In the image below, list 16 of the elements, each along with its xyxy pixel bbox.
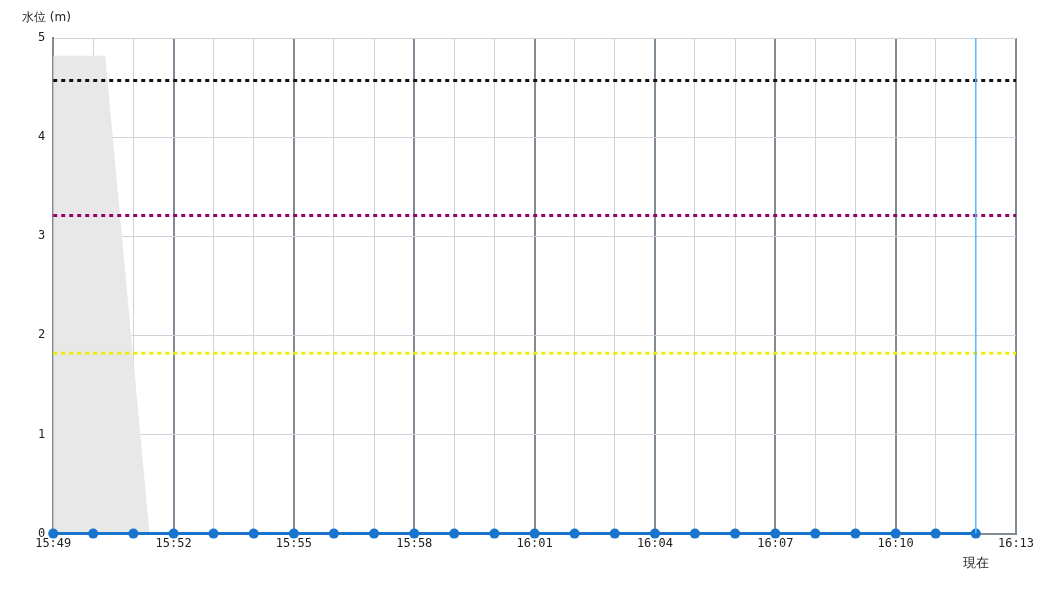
y-tick-label: 2: [37, 327, 46, 342]
x-tick-label: 16:13: [997, 535, 1035, 550]
x-tick-label: 16:10: [877, 535, 914, 550]
x-tick-label: 16:01: [516, 535, 553, 550]
y-axis-title: 水位 (m): [22, 10, 71, 25]
x-tick-label: 15:58: [396, 535, 433, 550]
x-tick-label: 15:52: [155, 535, 192, 550]
x-tick-label: 15:55: [275, 535, 312, 550]
y-tick-label: 3: [37, 228, 46, 243]
y-tick-label: 5: [37, 30, 46, 45]
x-tick-label: 15:49: [35, 535, 72, 550]
x-tick-label: 16:07: [757, 535, 794, 550]
y-tick-label: 1: [37, 426, 46, 441]
x-tick-label: 16:04: [636, 535, 674, 550]
ref-line-label: 現在: [962, 555, 989, 571]
y-tick-label: 4: [37, 129, 46, 144]
